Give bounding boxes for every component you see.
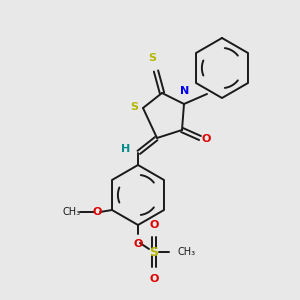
- Text: O: O: [149, 220, 159, 230]
- Text: S: S: [130, 102, 138, 112]
- Text: O: O: [92, 207, 102, 217]
- Text: CH₃: CH₃: [63, 207, 81, 217]
- Text: O: O: [133, 239, 143, 249]
- Text: CH₃: CH₃: [177, 247, 195, 257]
- Text: H: H: [122, 144, 130, 154]
- Text: N: N: [180, 86, 190, 96]
- Text: S: S: [148, 53, 156, 63]
- Text: S: S: [149, 245, 158, 259]
- Text: O: O: [202, 134, 211, 144]
- Text: O: O: [149, 274, 159, 284]
